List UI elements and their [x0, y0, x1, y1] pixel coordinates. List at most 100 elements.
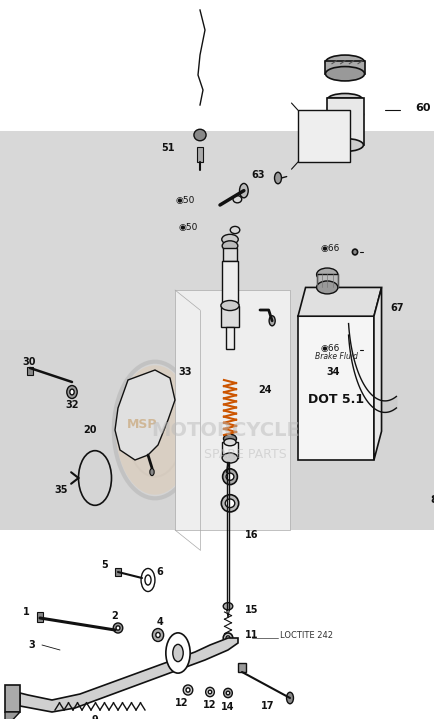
Bar	[298, 316, 374, 460]
Bar	[0, 330, 434, 530]
Text: SPARE PARTS: SPARE PARTS	[204, 449, 286, 462]
Bar	[317, 275, 338, 288]
Polygon shape	[5, 685, 20, 712]
Ellipse shape	[317, 268, 338, 281]
Ellipse shape	[326, 108, 363, 121]
Circle shape	[240, 183, 248, 198]
Ellipse shape	[70, 389, 74, 395]
Ellipse shape	[226, 636, 230, 640]
Polygon shape	[175, 290, 290, 530]
Text: 12: 12	[175, 698, 189, 708]
Text: MOTORCYCLE: MOTORCYCLE	[151, 421, 300, 439]
Bar	[221, 306, 239, 327]
Ellipse shape	[223, 603, 233, 610]
Text: ◉66: ◉66	[321, 344, 340, 352]
Text: 80: 80	[430, 495, 434, 505]
Polygon shape	[298, 288, 381, 316]
Bar	[0, 131, 434, 340]
Text: 15: 15	[245, 605, 259, 615]
Circle shape	[275, 173, 282, 184]
Ellipse shape	[194, 129, 206, 141]
Text: 60: 60	[415, 103, 431, 113]
Ellipse shape	[224, 439, 236, 446]
Ellipse shape	[224, 688, 232, 697]
Ellipse shape	[306, 371, 314, 380]
Text: 20: 20	[83, 425, 97, 435]
Text: 33: 33	[178, 367, 191, 377]
Ellipse shape	[352, 347, 358, 353]
Text: 2: 2	[112, 611, 118, 621]
Bar	[26, 367, 33, 375]
Ellipse shape	[206, 687, 214, 697]
Text: 1: 1	[23, 607, 30, 617]
Bar	[326, 61, 365, 74]
Ellipse shape	[113, 623, 123, 633]
Text: MSP: MSP	[127, 418, 157, 431]
Ellipse shape	[183, 685, 193, 695]
Polygon shape	[374, 288, 381, 460]
Text: ◉50: ◉50	[176, 196, 195, 204]
Ellipse shape	[156, 633, 160, 638]
Text: 34: 34	[326, 367, 339, 377]
Text: DOT 5.1: DOT 5.1	[308, 393, 364, 406]
Text: 6: 6	[157, 567, 163, 577]
Text: 35: 35	[55, 485, 68, 495]
Bar	[115, 569, 121, 576]
Ellipse shape	[208, 690, 212, 694]
Bar	[222, 442, 238, 458]
Polygon shape	[5, 712, 20, 719]
Text: LOCTITE 242: LOCTITE 242	[280, 631, 333, 639]
Circle shape	[269, 316, 275, 326]
Ellipse shape	[326, 139, 363, 152]
Ellipse shape	[226, 473, 234, 480]
Bar	[197, 147, 203, 162]
Ellipse shape	[152, 628, 164, 641]
Ellipse shape	[352, 249, 358, 255]
Ellipse shape	[222, 234, 238, 244]
Ellipse shape	[224, 434, 237, 443]
Text: 67: 67	[390, 303, 404, 313]
Ellipse shape	[328, 102, 362, 114]
Text: 30: 30	[22, 357, 36, 367]
Text: 12: 12	[203, 700, 217, 710]
Text: 11: 11	[245, 630, 259, 640]
Text: 17: 17	[261, 701, 275, 711]
Text: 32: 32	[65, 400, 79, 410]
Ellipse shape	[222, 241, 238, 251]
Ellipse shape	[223, 633, 233, 643]
Circle shape	[173, 644, 183, 661]
Ellipse shape	[221, 495, 239, 512]
Text: 14: 14	[221, 702, 235, 712]
Ellipse shape	[221, 301, 239, 311]
Circle shape	[286, 692, 293, 704]
Text: 3: 3	[28, 640, 35, 650]
Ellipse shape	[326, 67, 365, 81]
Ellipse shape	[222, 453, 238, 463]
Text: 5: 5	[101, 560, 108, 570]
Polygon shape	[115, 370, 175, 460]
Text: ◉50: ◉50	[179, 224, 198, 232]
Ellipse shape	[116, 626, 120, 630]
Text: 63: 63	[251, 170, 265, 180]
Ellipse shape	[223, 469, 237, 485]
Ellipse shape	[226, 691, 230, 695]
Circle shape	[150, 468, 154, 475]
Text: 4: 4	[157, 617, 163, 627]
Bar	[226, 327, 234, 349]
Bar	[328, 98, 362, 108]
Bar	[298, 110, 350, 162]
Text: Brake Fluid: Brake Fluid	[315, 352, 358, 361]
Text: 24: 24	[258, 385, 272, 395]
Bar	[36, 613, 43, 623]
Circle shape	[116, 365, 194, 495]
Bar	[327, 99, 364, 145]
Ellipse shape	[225, 499, 235, 508]
Ellipse shape	[328, 93, 362, 105]
Circle shape	[166, 633, 190, 673]
Text: 51: 51	[161, 143, 175, 153]
Polygon shape	[20, 638, 238, 712]
Ellipse shape	[317, 281, 338, 294]
Text: ◉66: ◉66	[321, 244, 340, 252]
Ellipse shape	[326, 55, 365, 70]
Ellipse shape	[186, 688, 190, 692]
